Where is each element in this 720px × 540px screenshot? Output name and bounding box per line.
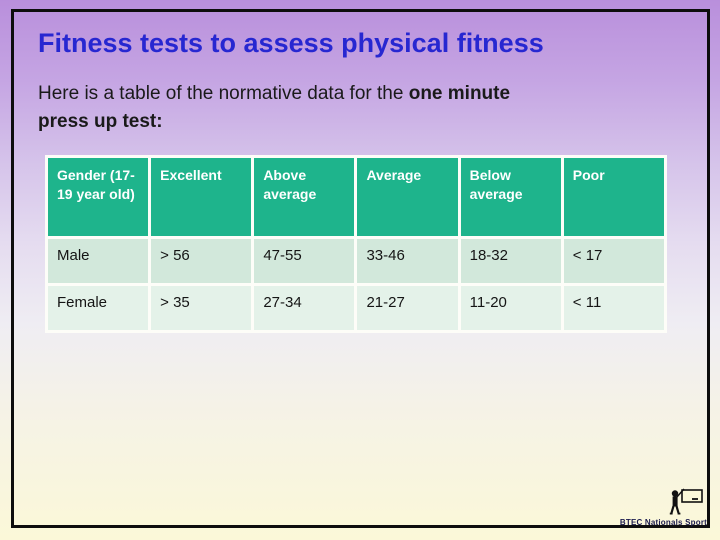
- table-row-male: Male > 56 47-55 33-46 18-32 < 17: [44, 236, 668, 286]
- slide-border-frame: [11, 9, 710, 528]
- slide-title: Fitness tests to assess physical fitness: [38, 28, 544, 58]
- column-header-excellent: Excellent: [148, 155, 255, 239]
- cell-male-excellent: > 56: [148, 236, 255, 286]
- intro-paragraph: Here is a table of the normative data fo…: [38, 80, 548, 136]
- cell-male-poor: < 17: [560, 236, 668, 286]
- column-header-above-average: Above average: [251, 155, 358, 239]
- cell-male-below-average: 18-32: [457, 236, 564, 286]
- column-header-average: Average: [354, 155, 461, 239]
- presenter-at-whiteboard-icon: [669, 488, 703, 515]
- intro-text-normal: Here is a table of the normative data fo…: [38, 83, 409, 104]
- cell-female-poor: < 11: [560, 283, 668, 333]
- cell-female-gender: Female: [44, 283, 152, 333]
- column-header-gender: Gender (17-19 year old): [44, 155, 152, 239]
- intro-text-bold: one minute press up test:: [38, 83, 511, 132]
- table-header-row: Gender (17-19 year old) Excellent Above …: [44, 155, 668, 239]
- cell-female-average: 21-27: [354, 283, 461, 333]
- column-header-poor: Poor: [560, 155, 668, 239]
- table-row-female: Female > 35 27-34 21-27 11-20 < 11: [44, 283, 668, 333]
- btec-logo-text: BTEC Nationals Sport: [619, 518, 707, 527]
- normative-data-table: Gender (17-19 year old) Excellent Above …: [44, 155, 668, 333]
- cell-female-above-average: 27-34: [251, 283, 358, 333]
- cell-male-above-average: 47-55: [251, 236, 358, 286]
- btec-logo: BTEC Nationals Sport: [620, 487, 707, 527]
- cell-male-gender: Male: [44, 236, 152, 286]
- cell-male-average: 33-46: [354, 236, 461, 286]
- column-header-below-average: Below average: [457, 155, 564, 239]
- cell-female-below-average: 11-20: [457, 283, 564, 333]
- cell-female-excellent: > 35: [148, 283, 255, 333]
